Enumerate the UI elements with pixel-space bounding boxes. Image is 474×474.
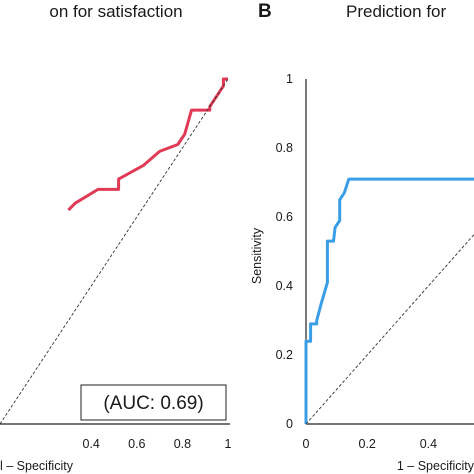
panel-b-roc-curve	[304, 177, 474, 424]
panel-b-plot	[304, 177, 474, 425]
panel-a-x-tick-label: 0.4	[83, 437, 100, 451]
panel-b-x-ticks: 0 0.2 0.4	[303, 437, 438, 451]
panel-a-title: on for satisfaction	[49, 2, 182, 21]
panel-a-roc-curve	[67, 77, 228, 212]
panel-a-plot	[0, 77, 229, 425]
panel-b-x-tick-label: 0.4	[420, 437, 437, 451]
panel-b-y-tick-label: 0.8	[276, 141, 293, 155]
panel-b-x-tick-label: 0	[303, 437, 310, 451]
panel-b-y-tick-label: 1	[286, 72, 293, 86]
panel-b-y-tick-label: 0.2	[276, 348, 293, 362]
panel-b-title: Prediction for	[346, 2, 446, 21]
panel-b-y-ticks: 0 0.2 0.4 0.6 0.8 1	[276, 72, 293, 431]
panel-b: B Prediction for 00.20.40.60.81 0 0.2 0.4 …	[250, 1, 474, 473]
panel-a-x-ticks: 0.4 0.6 0.8 1	[83, 437, 232, 451]
panel-b-reference-line	[305, 233, 474, 425]
panel-b-letter: B	[258, 1, 272, 22]
panel-b-y-tick-label: 0.6	[276, 210, 293, 224]
panel-b-y-label: Sensitivity	[250, 227, 264, 284]
panel-a-x-tick-label: 1	[225, 437, 232, 451]
panel-a: on for satisfaction 0.4 0.6 0.8 1 (AUC: 0.6…	[0, 2, 232, 473]
panel-b-x-tick-label: 0.2	[359, 437, 376, 451]
panel-a-x-label: l – Specificity	[0, 459, 74, 473]
panel-b-y-tick-label: 0.4	[276, 279, 293, 293]
panel-a-x-tick-label: 0.6	[128, 437, 145, 451]
auc-label: (AUC: 0.69)	[103, 393, 203, 414]
panel-b-x-label: 1 – Specificity	[397, 459, 474, 473]
auc-box: (AUC: 0.69)	[80, 384, 227, 421]
panel-b-y-tick-label: 0	[286, 417, 293, 431]
panel-a-reference-line	[0, 78, 229, 425]
panel-a-x-tick-label: 0.8	[174, 437, 191, 451]
